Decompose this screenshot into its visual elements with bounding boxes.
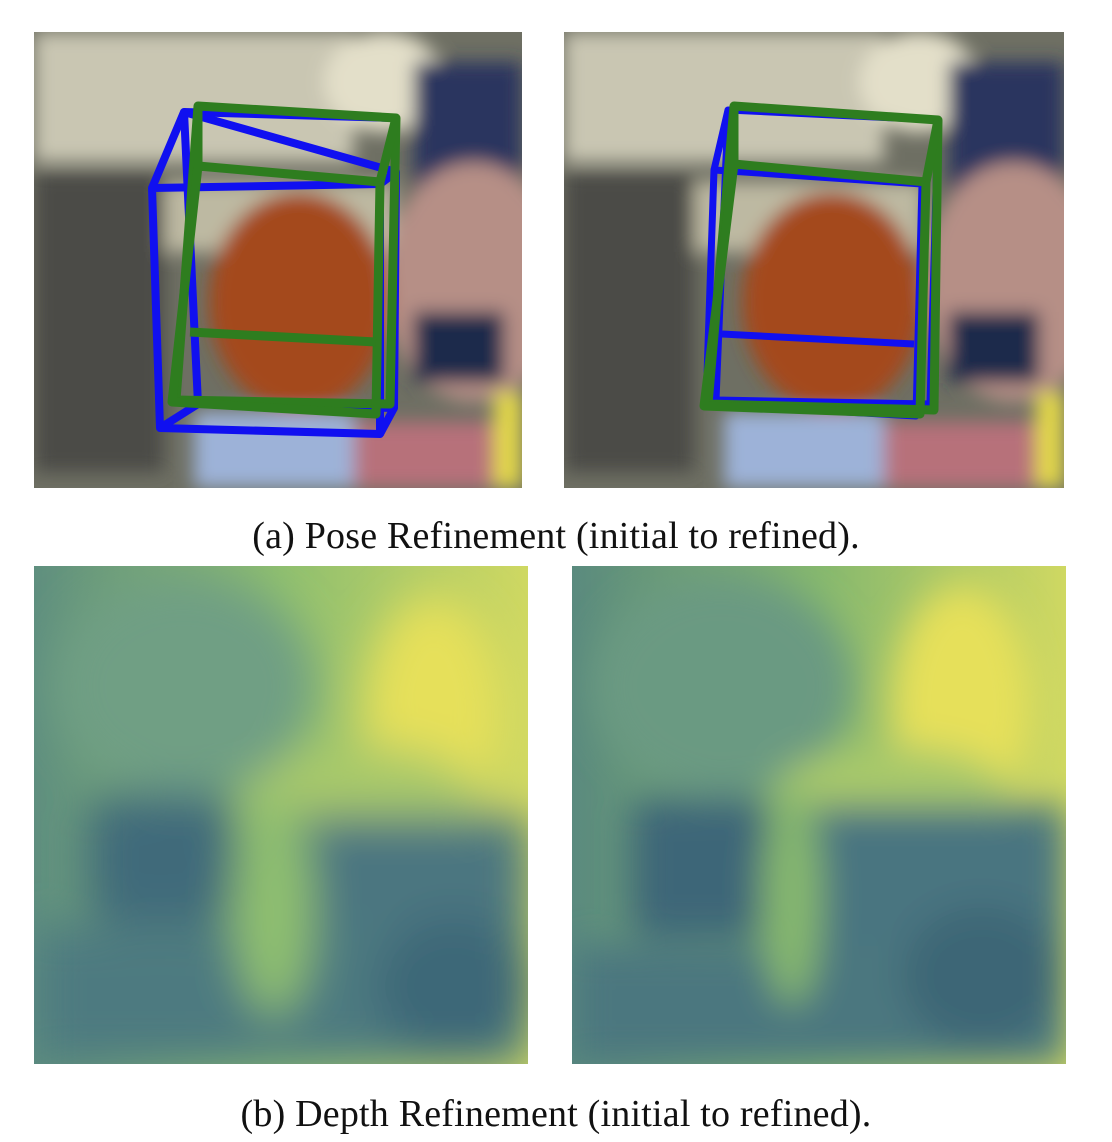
ground-truth-box bbox=[699, 101, 943, 419]
caption-b: (b) Depth Refinement (initial to refined… bbox=[240, 1093, 872, 1135]
depth-initial-panel bbox=[34, 566, 528, 1064]
depth-refined-map bbox=[572, 566, 1066, 1064]
caption-a: (a) Pose Refinement (initial to refined)… bbox=[252, 515, 860, 557]
pose-refined-image bbox=[564, 32, 1064, 488]
pose-refined-panel bbox=[564, 32, 1064, 488]
pose-initial-panel bbox=[34, 32, 522, 488]
depth-refined-panel bbox=[572, 566, 1066, 1064]
ground-truth-box bbox=[167, 101, 401, 419]
pose-initial-image bbox=[34, 32, 522, 488]
depth-initial-map bbox=[34, 566, 528, 1064]
